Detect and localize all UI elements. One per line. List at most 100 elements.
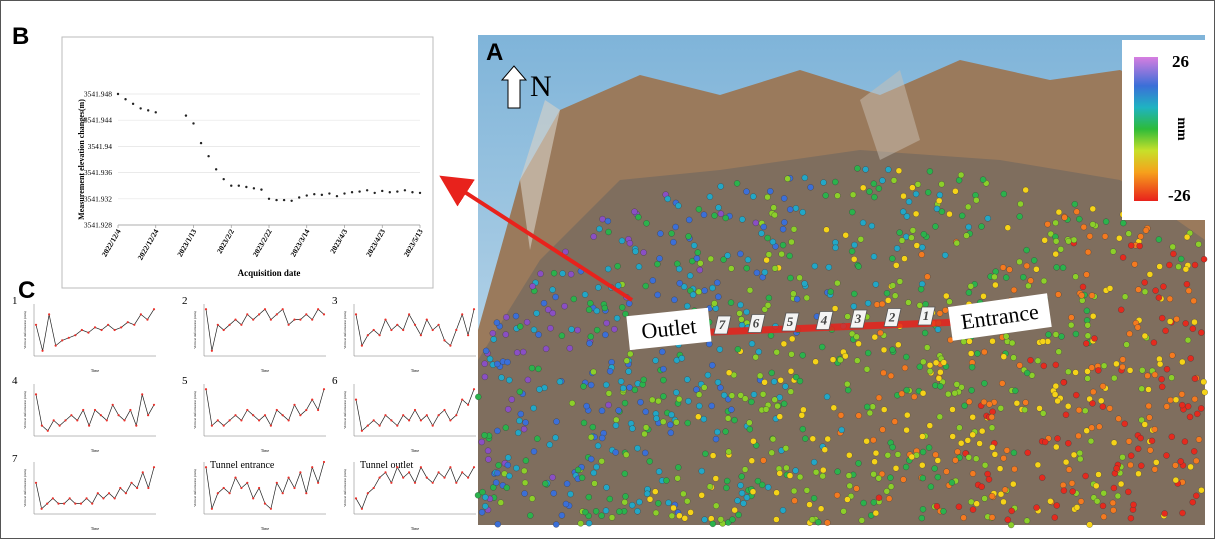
insar-point	[541, 300, 547, 306]
insar-point	[1193, 493, 1199, 499]
point	[293, 319, 295, 321]
insar-point	[599, 435, 605, 441]
insar-point	[937, 383, 943, 389]
insar-point	[1138, 435, 1144, 441]
insar-point	[657, 256, 663, 262]
insar-point	[1124, 342, 1130, 348]
point	[374, 192, 376, 194]
insar-point	[791, 226, 797, 232]
insar-point	[835, 469, 841, 475]
insar-point	[873, 450, 879, 456]
insar-point	[725, 253, 731, 259]
insar-point	[602, 332, 608, 338]
insar-point	[684, 498, 690, 504]
insar-point	[787, 207, 793, 213]
insar-point	[1159, 376, 1165, 382]
insar-point	[1055, 436, 1061, 442]
point	[473, 466, 475, 468]
insar-point	[1098, 398, 1104, 404]
point	[268, 198, 270, 200]
point	[323, 388, 325, 390]
insar-point	[936, 375, 942, 381]
insar-point	[1073, 274, 1079, 280]
y-tick-label: 3541.948	[84, 90, 112, 99]
point	[282, 492, 284, 494]
insar-point	[770, 239, 776, 245]
insar-point	[802, 281, 808, 287]
insar-point	[644, 220, 650, 226]
line	[36, 309, 154, 351]
point	[384, 471, 386, 473]
insar-point	[772, 265, 778, 271]
point	[455, 329, 457, 331]
insar-point	[856, 341, 862, 347]
chart-title: 3	[332, 295, 338, 307]
insar-point	[676, 266, 682, 272]
insar-point	[919, 515, 925, 521]
insar-point	[680, 491, 686, 497]
insar-point	[982, 462, 988, 468]
point	[88, 425, 90, 427]
insar-point	[768, 333, 774, 339]
insar-point	[1024, 518, 1030, 524]
insar-point	[738, 482, 744, 488]
point	[59, 425, 61, 427]
point	[293, 487, 295, 489]
insar-point	[933, 360, 939, 366]
point	[97, 492, 99, 494]
point	[211, 350, 213, 352]
insar-point	[669, 513, 675, 519]
insar-point	[550, 287, 556, 293]
insar-point	[781, 195, 787, 201]
insar-point	[892, 293, 898, 299]
insar-point	[531, 327, 537, 333]
point	[205, 466, 207, 468]
insar-point	[911, 394, 917, 400]
insar-point	[1146, 415, 1152, 421]
insar-point	[900, 209, 906, 215]
chart-b-box	[62, 37, 433, 288]
insar-point	[897, 279, 903, 285]
insar-point	[885, 297, 891, 303]
insar-point	[1066, 238, 1072, 244]
insar-point	[1184, 234, 1190, 240]
insar-point	[979, 428, 985, 434]
insar-point	[1042, 237, 1048, 243]
point	[35, 393, 37, 395]
point	[94, 326, 96, 328]
insar-point	[788, 389, 794, 395]
point	[384, 414, 386, 416]
insar-point	[851, 303, 857, 309]
point	[117, 93, 119, 95]
point	[139, 107, 141, 109]
insar-point	[1025, 283, 1031, 289]
insar-point	[1139, 367, 1145, 373]
point	[288, 477, 290, 479]
insar-point	[649, 397, 655, 403]
insar-point	[1073, 370, 1079, 376]
insar-point	[705, 372, 711, 378]
insar-point	[757, 373, 763, 379]
insar-point	[695, 250, 701, 256]
insar-point	[615, 263, 621, 269]
insar-point	[1065, 369, 1071, 375]
insar-point	[903, 464, 909, 470]
point	[41, 425, 43, 427]
insar-point	[835, 193, 841, 199]
point	[240, 324, 242, 326]
insar-point	[992, 451, 998, 457]
insar-point	[759, 230, 765, 236]
point	[147, 414, 149, 416]
point	[146, 319, 148, 321]
insar-point	[551, 490, 557, 496]
insar-point	[475, 394, 481, 400]
insar-point	[738, 302, 744, 308]
insar-point	[1037, 405, 1043, 411]
insar-point	[985, 215, 991, 221]
insar-point	[548, 325, 554, 331]
point	[68, 337, 70, 339]
insar-point	[505, 462, 511, 468]
insar-point	[886, 496, 892, 502]
insar-point	[970, 507, 976, 513]
insar-point	[1147, 271, 1153, 277]
